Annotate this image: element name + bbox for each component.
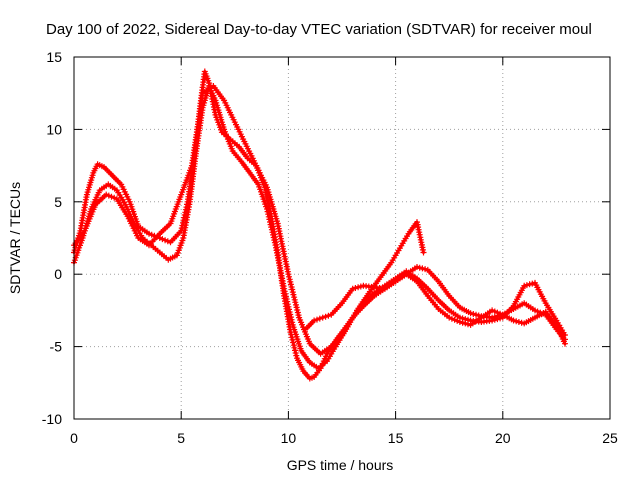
data-point [562, 332, 568, 338]
data-point [448, 315, 455, 322]
data-point [459, 319, 466, 326]
y-tick-label: 0 [54, 266, 62, 282]
data-point [470, 311, 477, 317]
x-tick-label: 25 [602, 430, 618, 446]
data-point [515, 319, 522, 325]
data-point [562, 340, 568, 347]
data-point [419, 265, 426, 272]
data-point [454, 317, 461, 324]
data-point [148, 231, 155, 238]
chart-title: Day 100 of 2022, Sidereal Day-to-day VTE… [46, 21, 592, 38]
data-point [319, 314, 326, 321]
data-point [162, 237, 169, 244]
data-point [416, 264, 423, 271]
data-point [159, 236, 166, 243]
data-point [467, 310, 474, 317]
x-tick-label: 15 [388, 430, 404, 446]
y-axis-label: SDTVAR / TECUs [7, 182, 23, 294]
x-axis-label: GPS time / hours [287, 457, 394, 473]
data-point [349, 285, 356, 292]
data-point [111, 194, 118, 201]
data-point [523, 282, 530, 289]
data-point [108, 193, 115, 200]
x-tick-label: 10 [281, 430, 297, 446]
data-point [103, 191, 110, 198]
x-tick-label: 20 [495, 430, 511, 446]
y-tick-label: -10 [42, 411, 62, 427]
data-point [521, 282, 528, 289]
axis-ticks: 0 5 10 15 20 25 -10 -5 0 5 10 15 [42, 49, 618, 446]
data-point [146, 230, 152, 237]
data-point [352, 285, 359, 291]
data-point [497, 310, 504, 317]
data-series [71, 68, 568, 382]
x-tick-label: 5 [177, 430, 185, 446]
y-tick-label: 5 [54, 194, 62, 210]
data-point [513, 318, 520, 325]
data-point [355, 284, 362, 291]
data-point [322, 313, 329, 320]
data-point [314, 316, 320, 323]
data-point [290, 339, 297, 346]
data-point [489, 307, 496, 314]
data-point [456, 319, 463, 325]
data-point [494, 309, 501, 316]
data-point [494, 316, 501, 323]
data-point [473, 311, 479, 318]
series-3 [71, 83, 568, 357]
series-4 [302, 271, 568, 347]
data-point [446, 314, 453, 321]
data-point [462, 320, 469, 327]
data-point [420, 249, 427, 256]
data-point [325, 312, 332, 319]
plot-frame [73, 56, 611, 420]
data-point [105, 192, 112, 199]
data-point [311, 317, 318, 324]
x-tick-label: 0 [70, 430, 78, 446]
data-point [510, 317, 517, 324]
y-tick-label: 10 [46, 121, 62, 137]
data-point [414, 264, 420, 270]
y-tick-label: 15 [46, 49, 62, 65]
data-point [422, 266, 429, 273]
y-tick-label: -5 [50, 339, 63, 355]
data-point [489, 317, 496, 324]
data-point [316, 315, 323, 322]
data-point [526, 281, 533, 288]
data-point [529, 280, 536, 287]
data-point [164, 238, 171, 245]
